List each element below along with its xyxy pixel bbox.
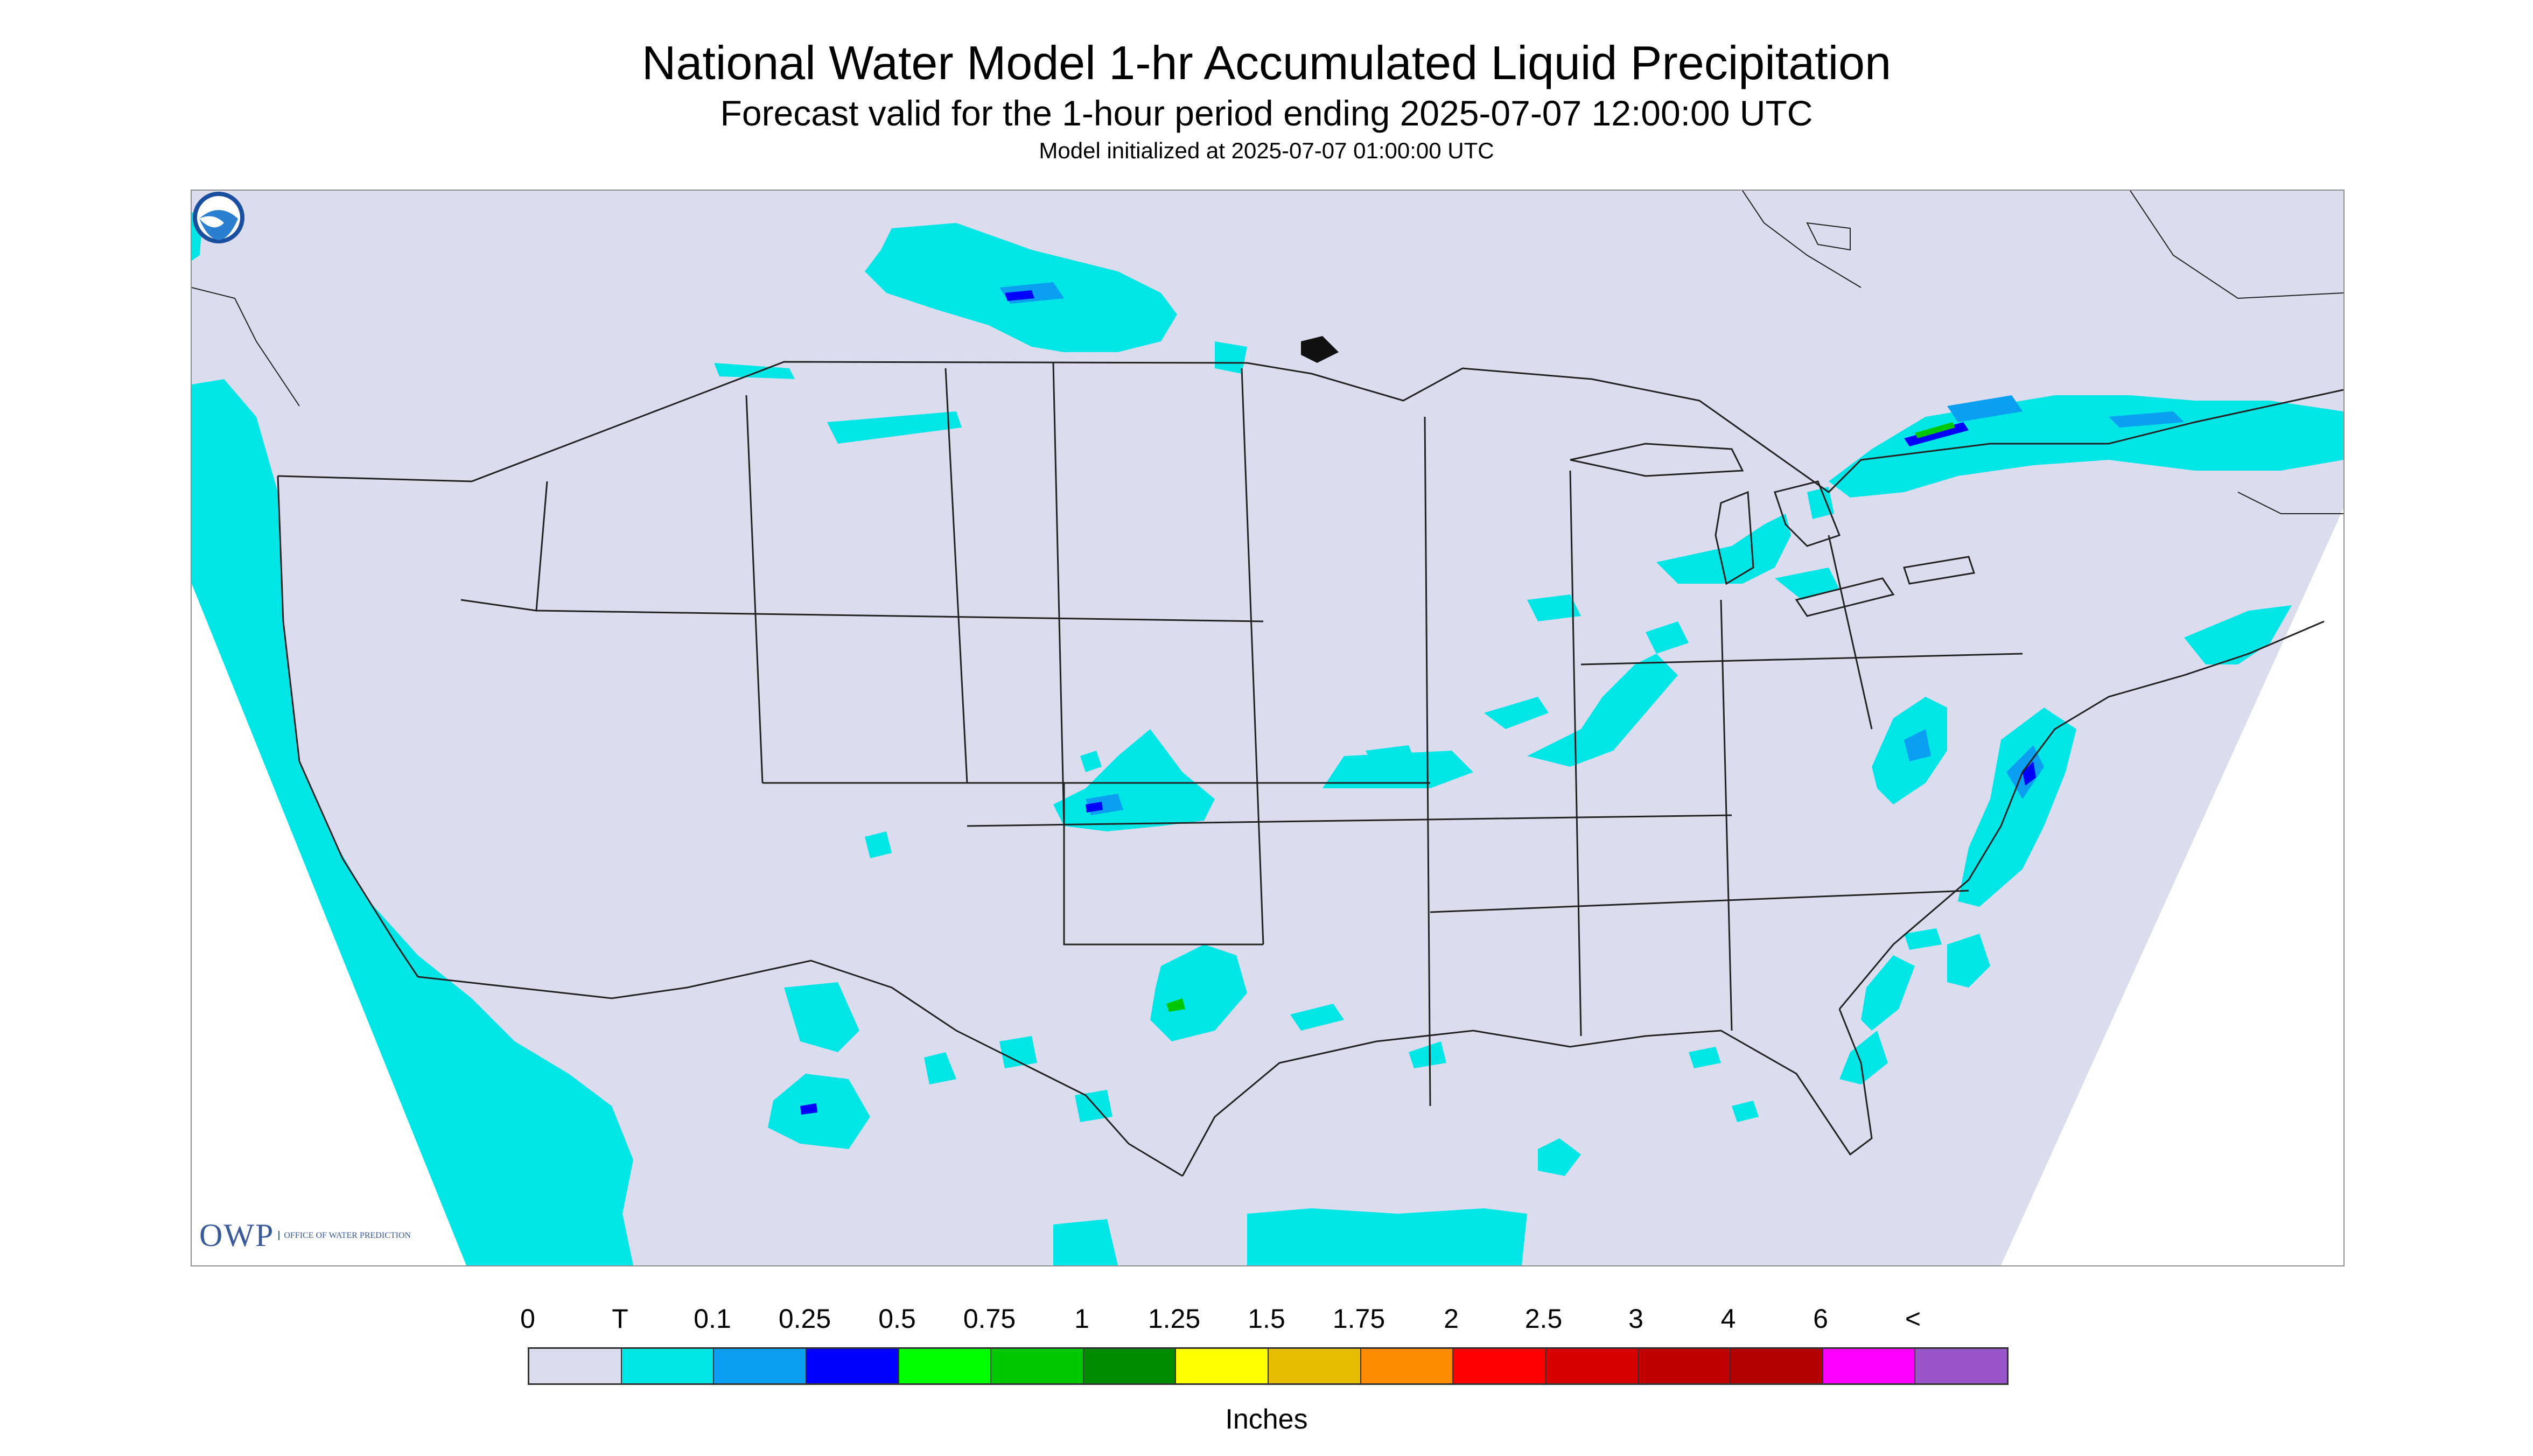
legend-label: 0.1 bbox=[694, 1304, 731, 1334]
legend-label: 0 bbox=[520, 1304, 535, 1334]
legend-color-bar bbox=[528, 1347, 2009, 1385]
legend-swatch bbox=[1915, 1349, 2007, 1383]
legend-unit: Inches bbox=[1225, 1404, 1308, 1435]
lake-of-the-woods bbox=[1301, 336, 1339, 363]
legend-label: 0.75 bbox=[963, 1304, 1016, 1334]
legend-label: 2 bbox=[1444, 1304, 1459, 1334]
legend-swatch bbox=[1361, 1349, 1454, 1383]
legend-label: 3 bbox=[1628, 1304, 1643, 1334]
coast-detail bbox=[192, 191, 2343, 514]
legend-swatch bbox=[899, 1349, 992, 1383]
legend-label: 1.75 bbox=[1332, 1304, 1386, 1334]
great-lakes bbox=[1570, 443, 1975, 617]
legend-swatch bbox=[1176, 1349, 1269, 1383]
map-subtitle: Forecast valid for the 1-hour period end… bbox=[720, 93, 1813, 133]
precip-heavy bbox=[800, 290, 2036, 1115]
map-canvas bbox=[192, 191, 2343, 1265]
legend-swatch bbox=[991, 1349, 1084, 1383]
legend-swatch bbox=[1083, 1349, 1177, 1383]
legend-swatch bbox=[1823, 1349, 1916, 1383]
legend-label: T bbox=[612, 1304, 628, 1334]
legend-label: 0.25 bbox=[778, 1304, 831, 1334]
legend-label: 1 bbox=[1074, 1304, 1089, 1334]
model-init-text: Model initialized at 2025-07-07 01:00:00… bbox=[1039, 138, 1494, 163]
owp-logo: OWP OFFICE OF WATER PREDICTION bbox=[199, 1214, 411, 1257]
legend-swatch bbox=[1731, 1349, 1823, 1383]
legend-label: 6 bbox=[1813, 1304, 1828, 1334]
legend-swatch bbox=[714, 1349, 807, 1383]
owp-logo-mark: OWP bbox=[199, 1217, 275, 1253]
legend-swatch bbox=[806, 1349, 899, 1383]
legend-labels: 0 T 0.1 0.25 0.5 0.75 1 1.25 1.5 1.75 2 2.5 3 4 6 < bbox=[0, 1303, 2533, 1335]
model-domain bbox=[192, 191, 2343, 1265]
legend-swatch bbox=[1269, 1349, 1361, 1383]
owp-logo-fulltext: OFFICE OF WATER PREDICTION bbox=[278, 1230, 411, 1240]
map-title: National Water Model 1-hr Accumulated Li… bbox=[641, 36, 1892, 89]
noaa-logo bbox=[193, 192, 244, 243]
legend-label: 0.5 bbox=[878, 1304, 916, 1334]
legend-swatch bbox=[1638, 1349, 1731, 1383]
legend-label: 4 bbox=[1720, 1304, 1736, 1334]
legend-swatch bbox=[621, 1349, 715, 1383]
boundaries bbox=[277, 361, 2343, 1177]
precipitation-map[interactable]: OWP OFFICE OF WATER PREDICTION bbox=[191, 190, 2345, 1266]
legend-label: 2.5 bbox=[1524, 1304, 1563, 1334]
legend-swatch bbox=[1545, 1349, 1639, 1383]
legend-swatch bbox=[529, 1349, 622, 1383]
legend-swatch bbox=[1453, 1349, 1546, 1383]
legend-label: < bbox=[1905, 1304, 1921, 1334]
legend-label: 1.25 bbox=[1147, 1304, 1201, 1334]
legend-label: 1.5 bbox=[1248, 1304, 1285, 1334]
